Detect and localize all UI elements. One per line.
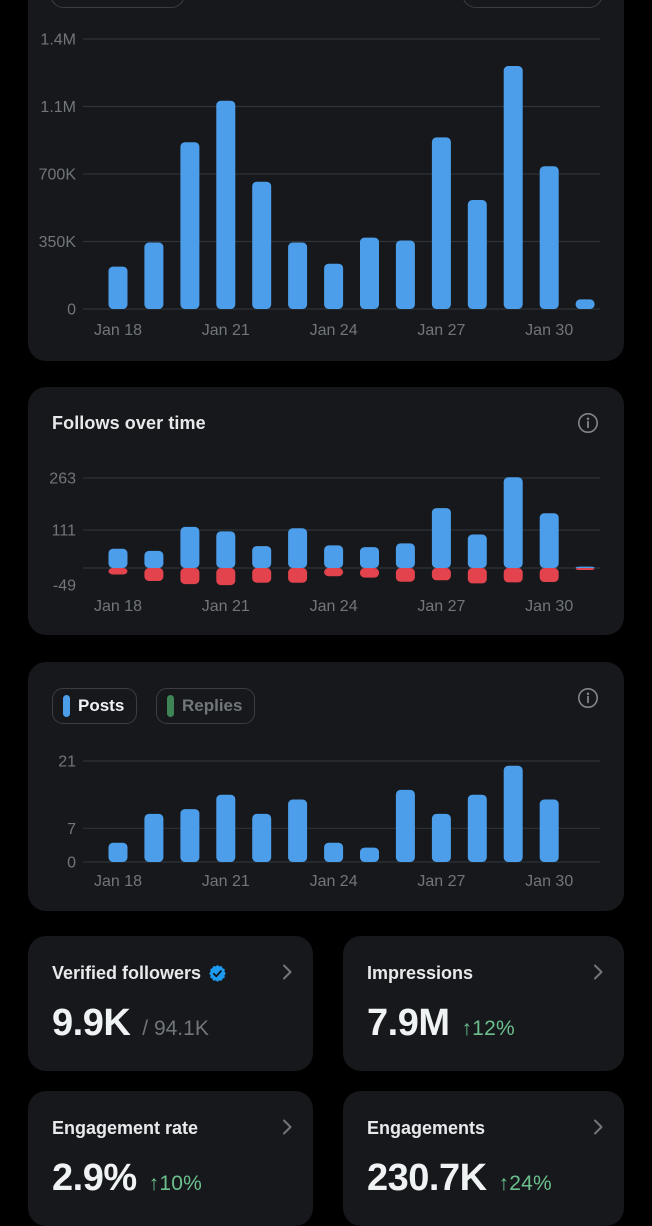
verified-followers-total: / 94.1K (142, 1017, 209, 1040)
impressions-delta: ↑12% (461, 1017, 515, 1040)
chart-title: Follows over time (52, 413, 206, 433)
svg-text:Jan 18: Jan 18 (94, 322, 142, 339)
follows-bar-chart[interactable]: 263 111 -49 Jan 18 Jan 21 Jan 24 Jan 27 Jan 30 (28, 387, 624, 635)
engagement-rate-delta: ↑10% (148, 1172, 202, 1195)
svg-text:Jan 30: Jan 30 (525, 322, 573, 339)
verified-followers-value: 9.9K (52, 1002, 131, 1044)
verified-followers-title: Verified followers (52, 963, 202, 983)
svg-text:Jan 21: Jan 21 (202, 873, 250, 890)
svg-text:0: 0 (67, 855, 76, 872)
engagements-title: Engagements (367, 1118, 486, 1138)
svg-text:700K: 700K (39, 167, 77, 184)
impressions-title: Impressions (367, 963, 474, 983)
svg-text:Jan 24: Jan 24 (310, 598, 358, 615)
legend-chip-posts[interactable]: Posts (52, 688, 138, 724)
svg-text:111: 111 (52, 523, 76, 540)
follows-chart-card: Follows over time 263 111 -49 Jan 18 Jan 21 J… (28, 387, 624, 635)
svg-text:Jan 27: Jan 27 (417, 873, 465, 890)
posts-chart-card: Posts Replies 21 7 0 Jan 18 Jan 21 Jan 24 Jan … (28, 662, 624, 911)
info-icon[interactable] (576, 686, 600, 710)
svg-text:1.1M: 1.1M (40, 99, 76, 116)
svg-text:21: 21 (58, 754, 76, 771)
svg-text:Jan 30: Jan 30 (525, 598, 573, 615)
impressions-chart-card: 0 350K 700K 1.1M 1.4M Jan 18 Jan 21 Jan 24 Jan 2… (28, 0, 624, 361)
svg-text:Jan 27: Jan 27 (417, 598, 465, 615)
verified-badge-icon (209, 965, 226, 982)
svg-text:Jan 27: Jan 27 (417, 322, 465, 339)
svg-text:Jan 21: Jan 21 (202, 322, 250, 339)
legend-chip-replies[interactable]: Replies (156, 688, 256, 724)
engagements-card[interactable]: Engagements 230.7K ↑24% (343, 1091, 624, 1226)
svg-text:0: 0 (67, 302, 76, 319)
chevron-right-icon (586, 960, 610, 984)
svg-text:263: 263 (49, 471, 76, 488)
posts-swatch-icon (63, 695, 70, 717)
svg-text:Jan 30: Jan 30 (525, 873, 573, 890)
svg-text:Jan 24: Jan 24 (310, 873, 358, 890)
impressions-card[interactable]: Impressions 7.9M ↑12% (343, 936, 624, 1071)
svg-text:Jan 18: Jan 18 (94, 598, 142, 615)
impressions-value: 7.9M (367, 1002, 450, 1044)
engagement-rate-title: Engagement rate (52, 1118, 199, 1138)
svg-text:1.4M: 1.4M (40, 32, 76, 49)
legend-chip-posts-label: Posts (78, 696, 125, 715)
chevron-right-icon (275, 960, 299, 984)
svg-text:Jan 21: Jan 21 (202, 598, 250, 615)
engagement-rate-card[interactable]: Engagement rate 2.9% ↑10% (28, 1091, 313, 1226)
engagements-delta: ↑24% (498, 1172, 552, 1195)
svg-text:350K: 350K (39, 234, 77, 251)
svg-text:7: 7 (67, 821, 76, 838)
chevron-right-icon (275, 1115, 299, 1139)
impressions-bar-chart[interactable]: 0 350K 700K 1.1M 1.4M Jan 18 Jan 21 Jan 24 Jan 2… (28, 0, 624, 361)
replies-swatch-icon (167, 695, 174, 717)
info-icon[interactable] (576, 411, 600, 435)
chevron-right-icon (586, 1115, 610, 1139)
posts-bar-chart[interactable]: 21 7 0 Jan 18 Jan 21 Jan 24 Jan 27 Jan 30 (28, 662, 624, 911)
svg-text:Jan 18: Jan 18 (94, 873, 142, 890)
engagements-value: 230.7K (367, 1157, 487, 1199)
verified-followers-card[interactable]: Verified followers 9.9K / 94.1K (28, 936, 313, 1071)
engagement-rate-value: 2.9% (52, 1157, 137, 1199)
svg-text:-49: -49 (53, 577, 76, 594)
svg-text:Jan 24: Jan 24 (310, 322, 358, 339)
legend-chip-replies-label: Replies (182, 696, 243, 715)
